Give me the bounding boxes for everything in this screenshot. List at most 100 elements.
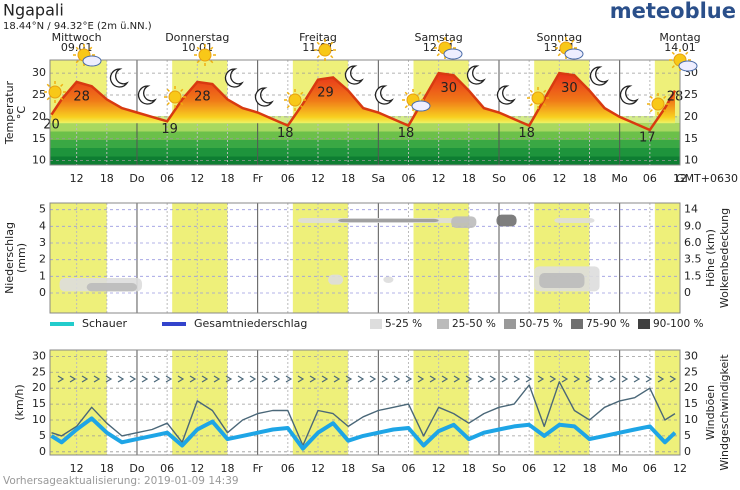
- y-tick-label: 1: [39, 269, 46, 282]
- y-tick-label: 15: [32, 397, 46, 410]
- x-tick-label: 18: [462, 172, 476, 185]
- temperature-label: 20: [43, 117, 60, 132]
- y-axis-unit: (mm): [15, 243, 28, 273]
- y2-tick-label: 1.5: [684, 269, 702, 282]
- sun-ray: [196, 46, 200, 50]
- sun-ray: [529, 103, 533, 107]
- x-tick-label: 06: [281, 172, 295, 185]
- sun-ray: [418, 91, 422, 95]
- wind-direction-arrow: [597, 375, 605, 383]
- cloud-icon: [82, 55, 102, 67]
- legend-label: Gesamtniederschlag: [194, 317, 307, 330]
- sun-ray: [166, 102, 170, 106]
- temperature-label: 18: [398, 126, 415, 141]
- sun-icon: [288, 93, 302, 107]
- y-tick-label-right: 25: [684, 365, 698, 378]
- x-tick-label: 18: [220, 172, 234, 185]
- temperature-label: 28: [194, 90, 211, 105]
- moon-icon: [466, 65, 486, 85]
- x-tick-label: 18: [341, 172, 355, 185]
- y-tick-label-right: 5: [684, 429, 691, 442]
- sun-ray: [450, 39, 454, 43]
- y-axis-title: Temperatur: [3, 80, 16, 145]
- x-tick-label: 12: [673, 462, 687, 475]
- x-tick-label: Do: [129, 462, 144, 475]
- y2-axis-title2: Wolkenbedeckung: [718, 208, 731, 308]
- daylight-band: [292, 350, 349, 455]
- sun-ray: [180, 102, 184, 106]
- temperature-line: [50, 71, 677, 132]
- y2-tick-label: 6.0: [684, 236, 702, 249]
- x-tick-label: 06: [160, 172, 174, 185]
- x-tick-label: So: [492, 172, 506, 185]
- wind-direction-arrow: [573, 375, 581, 383]
- x-tick-label: 18: [462, 462, 476, 475]
- sun-ray: [685, 51, 689, 55]
- cover-label: 75-90 %: [586, 318, 630, 330]
- cover-swatch: [437, 319, 449, 329]
- day-date: 14.01: [664, 41, 696, 54]
- wind-direction-arrow: [105, 375, 113, 383]
- y-tick-label-right: 0: [684, 445, 691, 458]
- y-tick-label-right: 20: [684, 110, 698, 123]
- daylight-band: [654, 203, 680, 313]
- x-tick-label: 12: [673, 172, 687, 185]
- wind-speed-line: [50, 416, 677, 451]
- wind-direction-arrow: [549, 375, 557, 383]
- day-name: Freitag: [299, 31, 337, 44]
- sun-ray: [60, 97, 64, 101]
- y-tick-label: 25: [32, 365, 46, 378]
- y-tick-label-right: 10: [684, 413, 698, 426]
- sun-ray: [300, 105, 304, 109]
- subtitle: 18.44°N / 94.32°E (2m ü.NN.): [3, 21, 152, 32]
- wind-direction-arrow: [321, 375, 329, 383]
- sun-ray: [649, 95, 653, 99]
- cover-label: 5-25 %: [385, 318, 422, 330]
- cloud-cover: [539, 273, 585, 288]
- sun-ray: [529, 89, 533, 93]
- cover-swatch: [504, 319, 516, 329]
- x-tick-label: 12: [552, 462, 566, 475]
- y2-tick-label: 14: [684, 203, 698, 216]
- x-tick-label: 06: [401, 462, 415, 475]
- gust-line: [51, 381, 676, 447]
- y-tick-label: 5: [39, 203, 46, 216]
- wind-direction-arrow: [309, 375, 317, 383]
- x-tick-label: 06: [401, 172, 415, 185]
- title: Ngapali: [3, 1, 64, 20]
- wind-direction-arrow: [645, 375, 653, 383]
- sun-ray: [557, 53, 561, 57]
- wind-direction-arrow: [561, 375, 569, 383]
- sun-ray: [89, 46, 93, 50]
- y-tick-label: 0: [39, 445, 46, 458]
- sun-icon: [198, 48, 212, 62]
- wind-direction-arrow: [393, 375, 401, 383]
- sun-ray: [436, 53, 440, 57]
- x-tick-label: 18: [341, 462, 355, 475]
- sun-ray: [75, 46, 79, 50]
- y-tick-label: 20: [32, 381, 46, 394]
- plot-frame: [49, 202, 681, 314]
- x-tick-label: 06: [643, 462, 657, 475]
- cloud-cover: [383, 276, 394, 283]
- x-tick-label: 12: [432, 462, 446, 475]
- day-name: Donnerstag: [165, 31, 229, 44]
- y-tick-label: 30: [32, 349, 46, 362]
- sun-ray: [436, 39, 440, 43]
- wind-direction-arrow: [609, 375, 617, 383]
- wind-direction-arrow: [165, 375, 173, 383]
- x-tick-label: Sa: [371, 462, 385, 475]
- wind-direction-arrow: [189, 375, 197, 383]
- y-tick-label-right: 15: [684, 132, 698, 145]
- wind-direction-arrow: [453, 375, 461, 383]
- x-tick-label: Mo: [612, 462, 628, 475]
- wind-direction-arrow: [81, 375, 89, 383]
- sun-ray: [286, 105, 290, 109]
- sun-ray: [196, 60, 200, 64]
- wind-direction-arrow: [261, 375, 269, 383]
- wind-direction-arrow: [69, 375, 77, 383]
- wind-direction-arrow: [477, 375, 485, 383]
- y2-tick-label: 9.0: [684, 219, 702, 232]
- sun-ray: [663, 109, 667, 113]
- wind-direction-arrow: [525, 375, 533, 383]
